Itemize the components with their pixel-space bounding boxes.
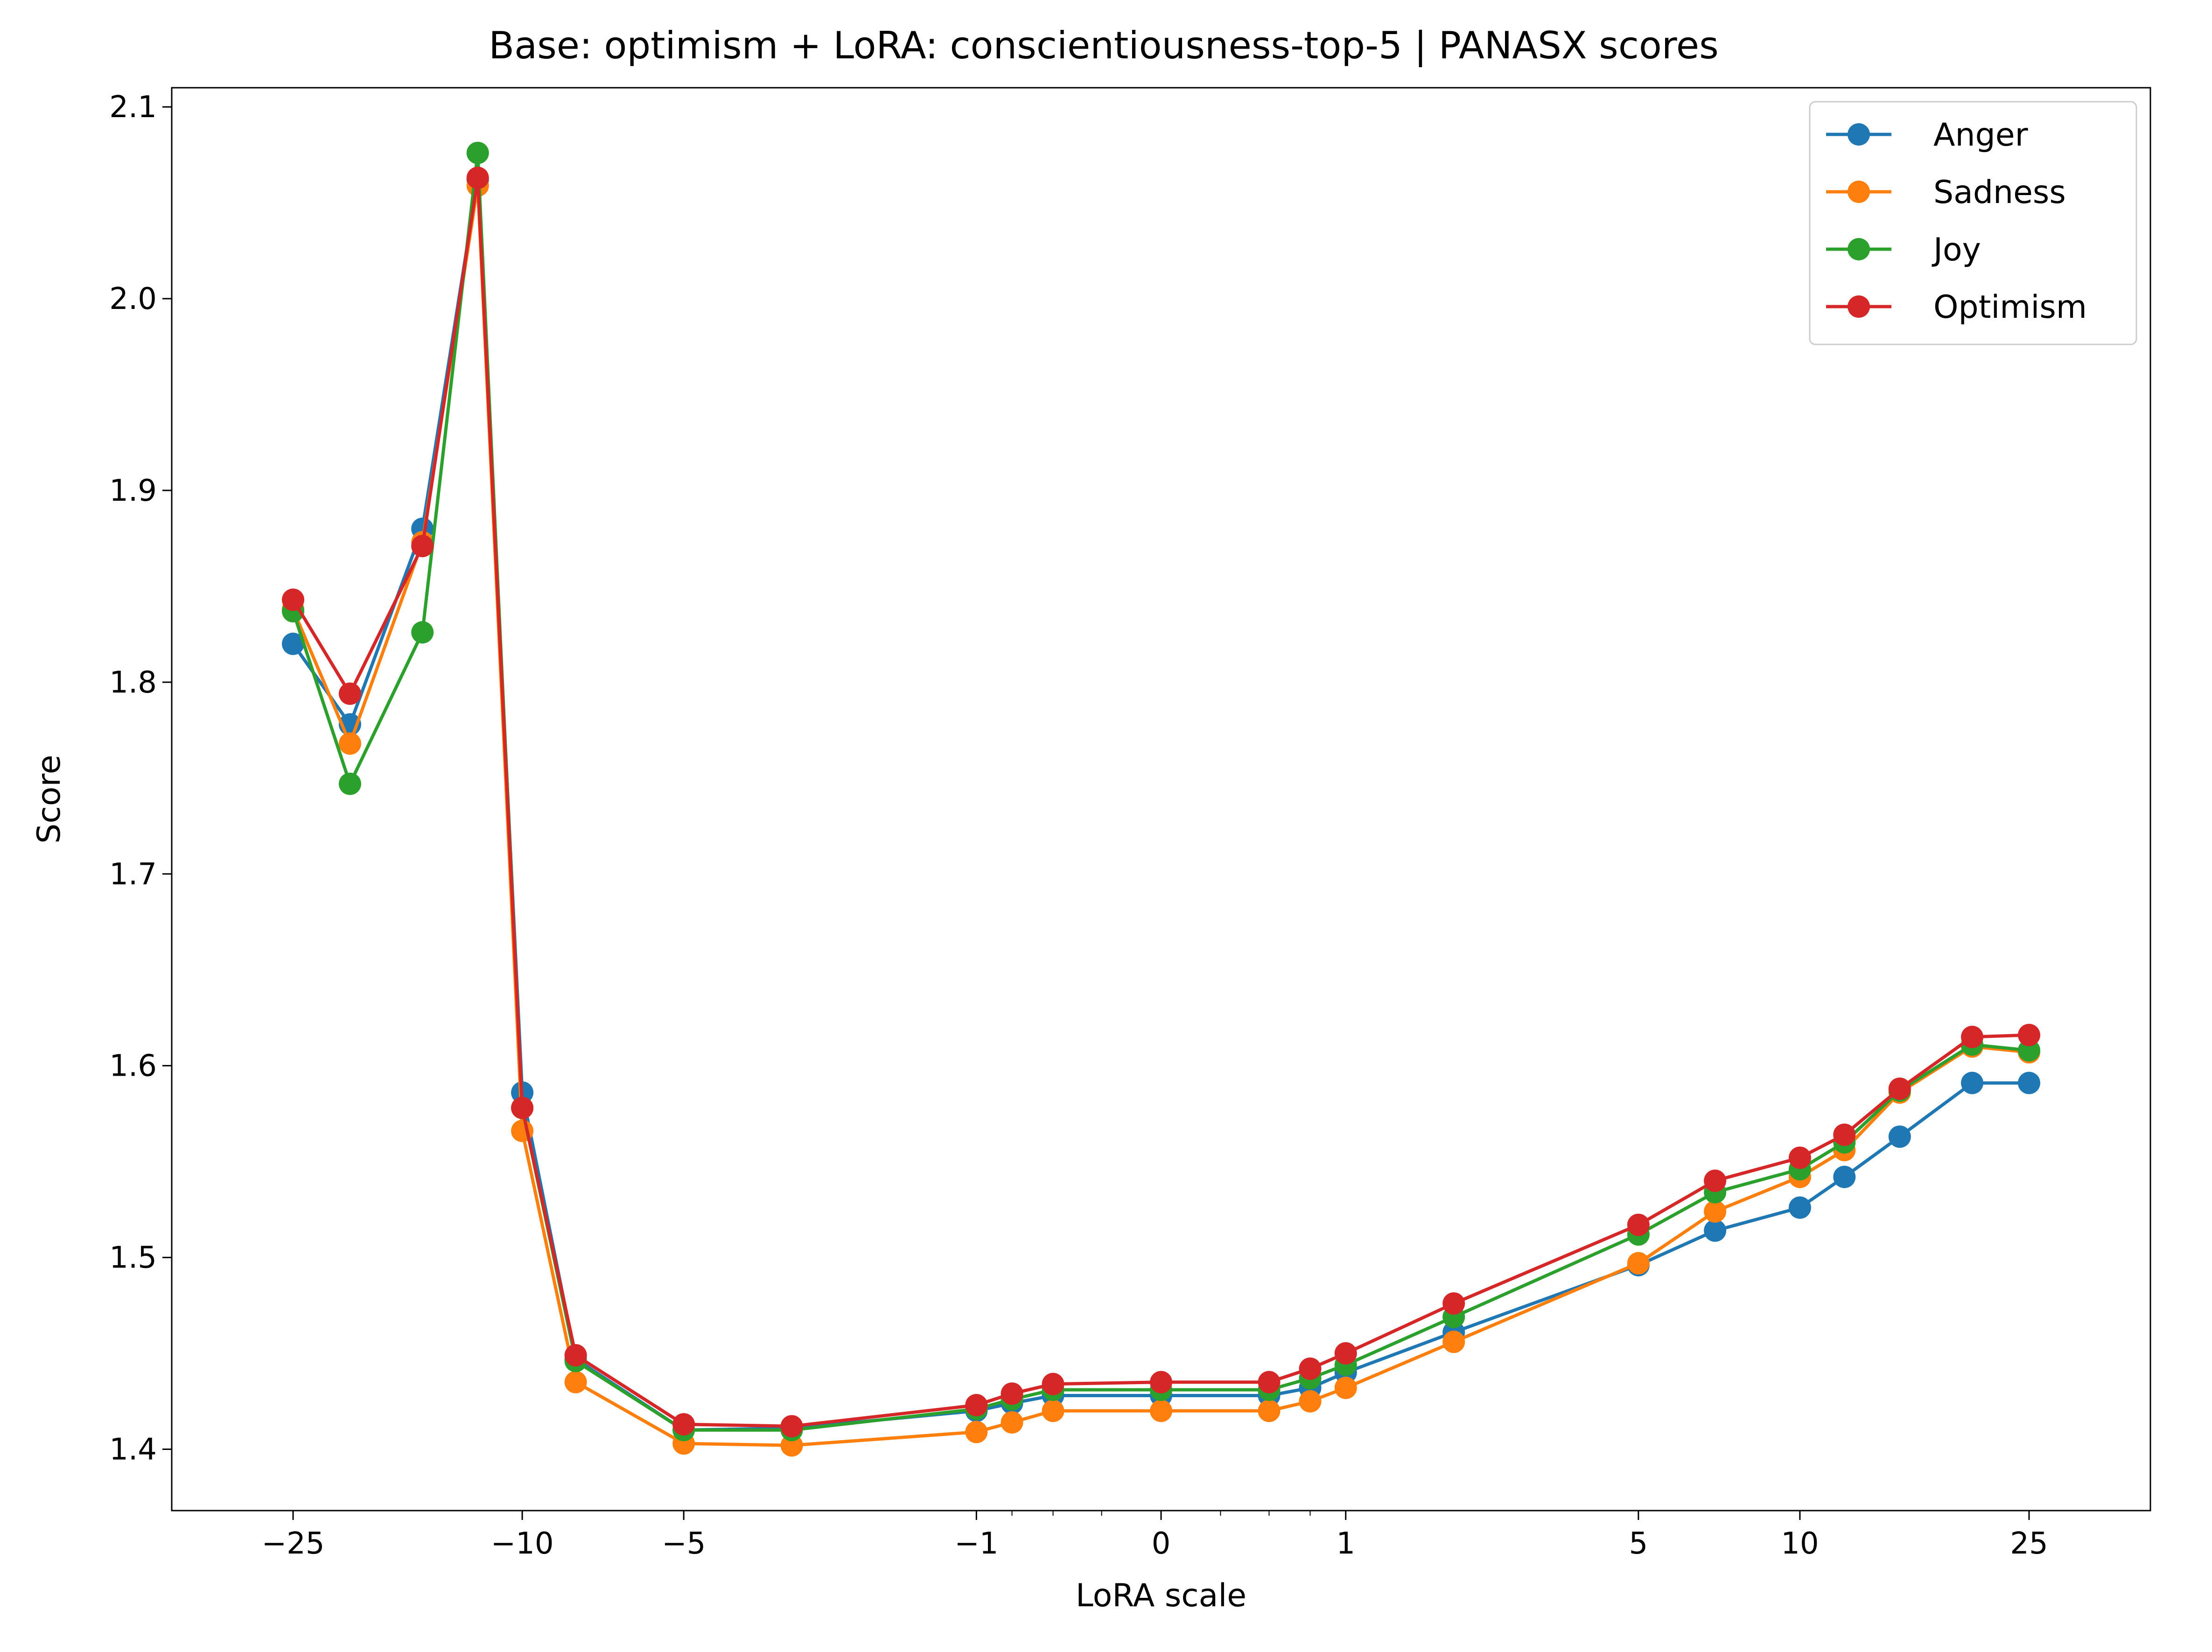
data-point xyxy=(411,535,434,558)
x-tick-label: 25 xyxy=(2010,1526,2048,1561)
legend-label: Optimism xyxy=(1933,289,2087,326)
data-point xyxy=(1258,1400,1281,1422)
y-tick-label: 1.7 xyxy=(109,857,157,892)
x-tick-label: 0 xyxy=(1152,1526,1171,1561)
data-point xyxy=(1334,1342,1357,1365)
data-point xyxy=(1001,1382,1023,1405)
data-point xyxy=(1627,1252,1650,1274)
series-line xyxy=(292,176,2030,1428)
x-tick-label: −10 xyxy=(491,1526,554,1561)
x-tick-label: −25 xyxy=(261,1526,324,1561)
legend-box xyxy=(1809,101,2137,345)
data-point xyxy=(466,141,489,164)
x-tick-label: −5 xyxy=(662,1526,706,1561)
y-tick-label: 1.5 xyxy=(109,1241,157,1275)
x-tick-label: −1 xyxy=(954,1526,998,1561)
data-point xyxy=(511,1097,534,1120)
legend-label: Anger xyxy=(1933,117,2028,154)
series-anger xyxy=(282,168,2040,1442)
data-point xyxy=(965,1393,988,1416)
data-point xyxy=(780,1415,803,1438)
data-point xyxy=(1704,1200,1727,1223)
data-point xyxy=(338,732,361,755)
data-point xyxy=(1299,1390,1322,1413)
legend-item: Sadness xyxy=(1826,174,2066,211)
data-point xyxy=(2017,1023,2040,1046)
y-tick-label: 1.9 xyxy=(109,474,157,508)
series-line xyxy=(291,151,2030,1432)
data-point xyxy=(1888,1077,1911,1100)
data-point xyxy=(1042,1400,1064,1422)
data-point xyxy=(2017,1039,2040,1062)
x-tick-label: 10 xyxy=(1781,1526,1819,1561)
legend-swatch-marker xyxy=(1848,295,1870,318)
chart-title: Base: optimism + LoRA: conscientiousness… xyxy=(489,24,1719,68)
data-point xyxy=(2017,1071,2040,1094)
data-point xyxy=(1258,1371,1281,1393)
data-point xyxy=(1334,1377,1357,1400)
data-point xyxy=(1150,1400,1172,1422)
legend-swatch-marker xyxy=(1848,238,1870,260)
data-point xyxy=(1704,1169,1727,1192)
data-point xyxy=(1788,1146,1811,1169)
data-point xyxy=(1788,1196,1811,1219)
y-axis-label: Score xyxy=(31,755,68,843)
y-tick-label: 1.8 xyxy=(109,665,157,700)
legend-label: Joy xyxy=(1932,231,1981,268)
data-point xyxy=(282,588,305,611)
data-point xyxy=(1961,1026,1984,1049)
data-point xyxy=(564,1344,587,1367)
data-point xyxy=(338,682,361,705)
data-point xyxy=(672,1413,695,1436)
data-point xyxy=(1961,1071,1984,1094)
data-point xyxy=(1833,1166,1856,1189)
y-tick-label: 1.4 xyxy=(109,1433,157,1467)
series-line xyxy=(292,178,2029,1432)
data-point xyxy=(1042,1372,1064,1395)
series-sadness xyxy=(282,174,2040,1457)
plot-area xyxy=(282,141,2040,1457)
data-point xyxy=(1442,1330,1465,1353)
data-point xyxy=(1299,1357,1322,1380)
y-tick-label: 2.1 xyxy=(109,90,157,125)
data-point xyxy=(1442,1292,1465,1315)
data-point xyxy=(1833,1123,1856,1146)
data-point xyxy=(1150,1371,1172,1393)
data-point xyxy=(1001,1411,1023,1434)
y-axis: 1.4 1.5 1.6 1.7 1.8 1.9 2.0 2.1 xyxy=(109,90,172,1467)
data-point xyxy=(965,1421,988,1443)
x-axis-label: LoRA scale xyxy=(1076,1577,1246,1614)
legend-label: Sadness xyxy=(1933,174,2066,211)
y-tick-label: 1.6 xyxy=(109,1049,157,1084)
data-point xyxy=(1627,1213,1650,1236)
data-point xyxy=(338,772,361,795)
data-point xyxy=(1888,1125,1911,1148)
data-point xyxy=(411,621,434,644)
data-point xyxy=(282,632,305,655)
x-tick-label: 5 xyxy=(1629,1526,1648,1561)
legend-swatch-marker xyxy=(1848,181,1870,203)
data-point xyxy=(564,1371,587,1393)
data-point xyxy=(466,167,489,189)
y-tick-label: 2.0 xyxy=(109,282,157,316)
data-point xyxy=(780,1434,803,1457)
legend-item: Anger xyxy=(1826,117,2028,154)
series-optimism xyxy=(282,167,2040,1438)
legend-swatch-marker xyxy=(1848,123,1870,146)
legend: Anger Sadness Joy Optimism xyxy=(1809,101,2137,345)
legend-item: Joy xyxy=(1826,231,1981,268)
data-point xyxy=(1704,1219,1727,1242)
x-tick-label: 1 xyxy=(1336,1526,1355,1561)
legend-item: Optimism xyxy=(1826,289,2087,326)
x-axis: −25 −10 −5 −1 0 1 5 10 25 xyxy=(261,1511,2048,1561)
